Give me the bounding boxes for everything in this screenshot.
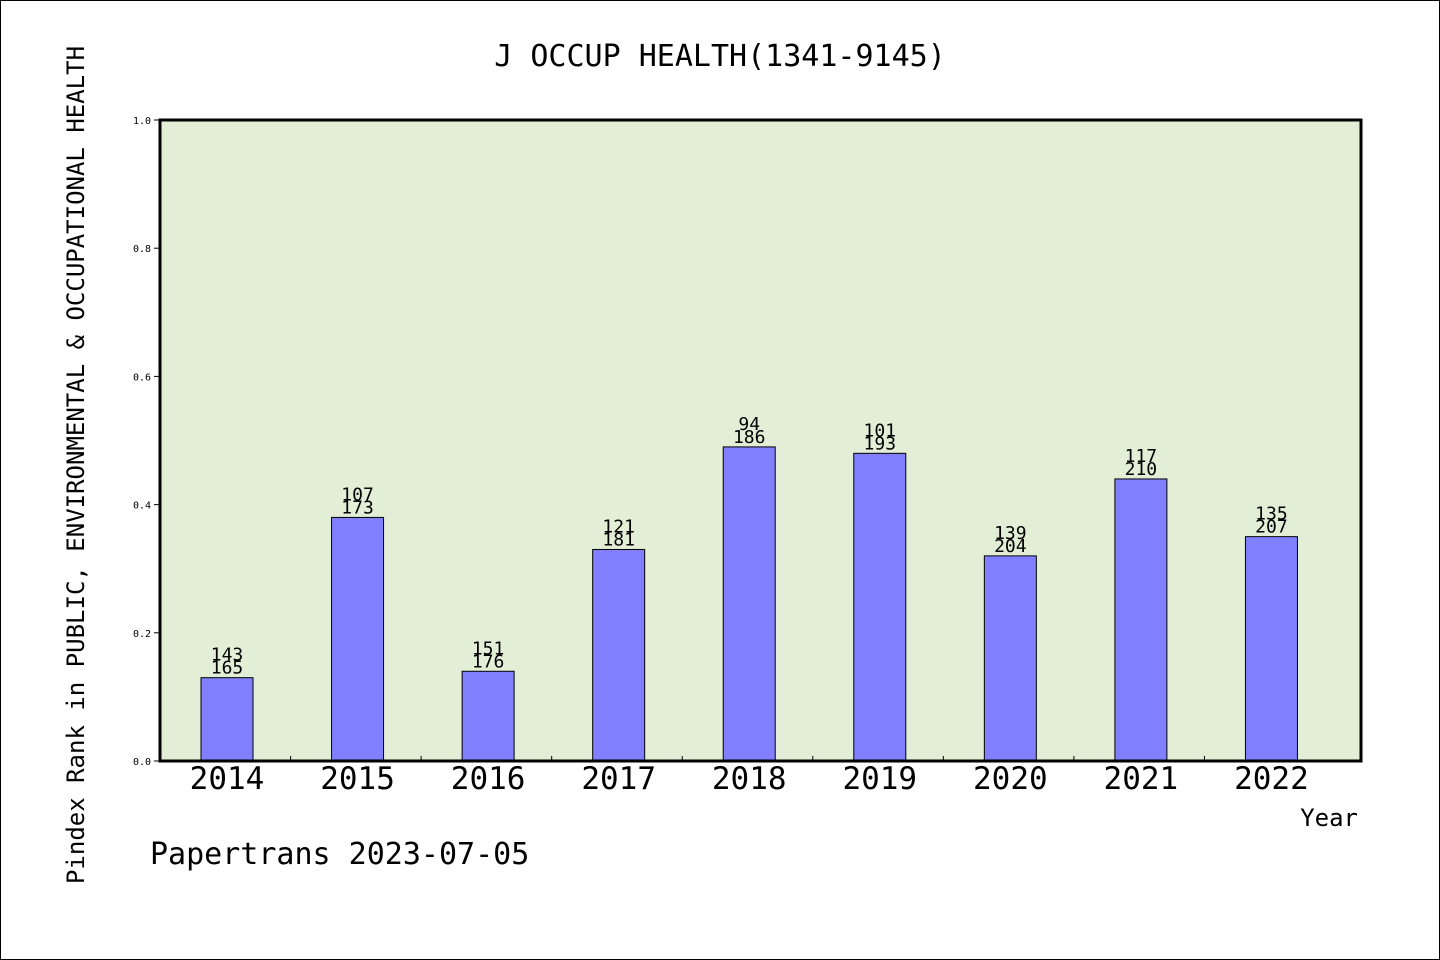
y-tick-label: 0.8 bbox=[133, 244, 151, 255]
footer-text: Papertrans 2023-07-05 bbox=[150, 837, 529, 872]
x-tick-label: 2018 bbox=[712, 761, 787, 797]
bar-label-rank-bottom: 181 bbox=[602, 529, 635, 550]
chart-title: J OCCUP HEALTH(1341-9145) bbox=[494, 39, 946, 74]
bar-label-rank-bottom: 207 bbox=[1255, 517, 1288, 538]
y-tick-label: 0.6 bbox=[133, 372, 151, 383]
bar-2018 bbox=[722, 446, 776, 762]
x-tick-label: 2022 bbox=[1234, 761, 1309, 797]
bar-label-rank-top: 151 bbox=[472, 638, 505, 659]
y-tick-label: 0.2 bbox=[133, 629, 151, 640]
bar-label-rank-top: 139 bbox=[994, 523, 1027, 544]
bar-label-rank-bottom: 173 bbox=[341, 497, 374, 518]
y-axis-title: Pindex Rank in PUBLIC, ENVIRONMENTAL & O… bbox=[62, 46, 90, 884]
bar-2015 bbox=[331, 516, 385, 762]
bar-2020 bbox=[983, 555, 1037, 762]
bar-2016 bbox=[461, 670, 515, 762]
bar-label-rank-top: 117 bbox=[1125, 446, 1158, 467]
y-tick-label: 0.4 bbox=[133, 501, 151, 512]
x-tick-label: 2015 bbox=[320, 761, 395, 797]
bar-2014 bbox=[200, 677, 254, 762]
bar-2017 bbox=[592, 548, 646, 762]
x-tick-label: 2017 bbox=[581, 761, 656, 797]
x-tick-label: 2020 bbox=[973, 761, 1048, 797]
bar-label-rank-top: 101 bbox=[864, 420, 897, 441]
x-tick-label: 2019 bbox=[842, 761, 917, 797]
bar-2022 bbox=[1244, 536, 1298, 762]
bar-2019 bbox=[853, 452, 907, 762]
y-axis: 0.0 0.2 0.4 0.6 0.8 1.0 bbox=[133, 116, 160, 768]
x-axis: 2014 2015 2016 2017 2018 2019 2020 2021 2022 bbox=[190, 756, 1309, 797]
x-axis-title: Year bbox=[1300, 804, 1358, 832]
bar-label-rank-top: 107 bbox=[341, 484, 374, 505]
bar-label-rank-bottom: 165 bbox=[211, 658, 244, 679]
bar-label-rank-bottom: 186 bbox=[733, 427, 766, 448]
y-tick-label: 0.0 bbox=[133, 757, 151, 768]
bar-label-rank-top: 121 bbox=[602, 516, 635, 537]
x-tick-label: 2021 bbox=[1104, 761, 1179, 797]
bar-label-rank-top: 94 bbox=[738, 414, 760, 435]
plot-border bbox=[158, 118, 1363, 763]
bar-label-rank-top: 143 bbox=[211, 645, 244, 666]
bars-group bbox=[200, 446, 1298, 762]
x-tick-label: 2016 bbox=[451, 761, 526, 797]
bar-2021 bbox=[1114, 478, 1168, 762]
x-tick-label: 2014 bbox=[190, 761, 265, 797]
bar-label-rank-bottom: 176 bbox=[472, 651, 505, 672]
bar-label-rank-bottom: 193 bbox=[864, 433, 897, 454]
bar-label-rank-bottom: 210 bbox=[1125, 459, 1158, 480]
bar-label-rank-top: 135 bbox=[1255, 504, 1288, 525]
y-tick-label: 1.0 bbox=[133, 116, 151, 127]
bar-label-rank-bottom: 204 bbox=[994, 536, 1027, 557]
